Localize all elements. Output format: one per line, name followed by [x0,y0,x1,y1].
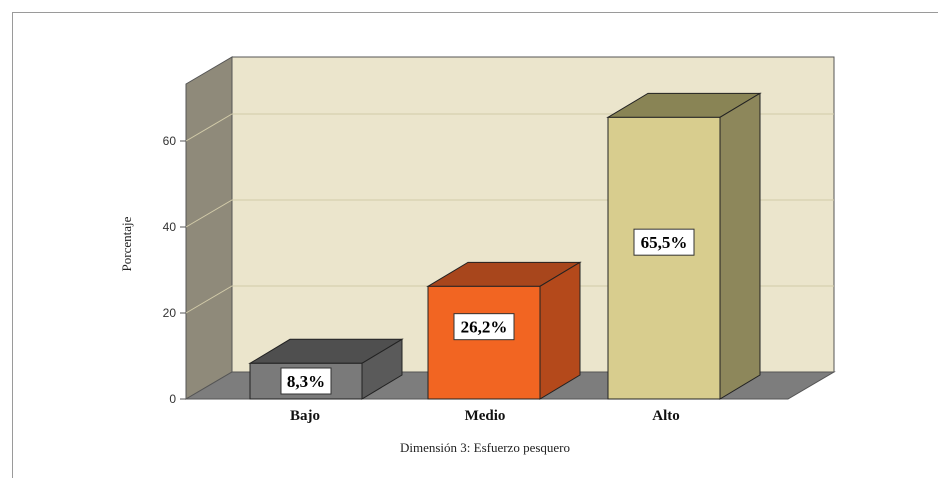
bar-side [539,261,581,400]
bar-side [719,92,761,400]
bar-alto: 65,5% [606,92,762,400]
bar-front [427,285,541,400]
y-tick-label: 0 [169,392,176,406]
data-label: 26,2% [461,318,508,337]
y-axis-ticks: 0 20 40 60 [163,134,186,406]
bar-medio: 26,2% [426,261,582,400]
y-tick-label: 60 [163,134,177,148]
x-tick-label-bajo: Bajo [290,408,320,424]
data-label-box [453,313,515,341]
bars: 8,3% 26,2% 65,5% [248,92,762,400]
y-axis-title: Porcentaje [119,216,134,271]
x-tick-label-medio: Medio [465,408,506,424]
data-label-box [280,367,332,395]
data-label: 65,5% [641,233,688,252]
x-tick-label-alto: Alto [652,408,680,424]
data-label-box [633,228,695,256]
y-tick-label: 20 [163,306,177,320]
bar-front [607,116,721,400]
x-axis-title: Dimensión 3: Esfuerzo pesquero [400,440,570,455]
chart-frame [12,12,938,478]
bar-bajo: 8,3% [248,338,404,400]
side-wall [185,56,233,400]
data-label: 8,3% [287,372,325,391]
y-tick-label: 40 [163,220,177,234]
